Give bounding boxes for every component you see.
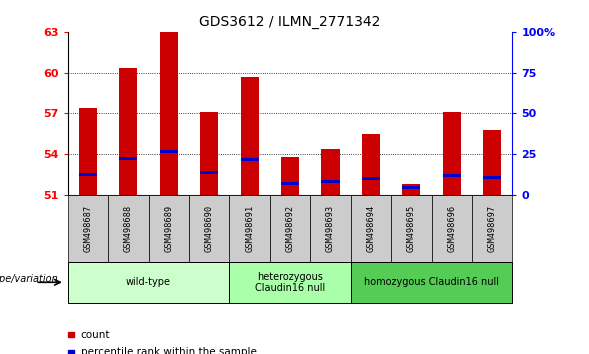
Bar bbox=[483, 130, 501, 195]
Bar bbox=[322, 149, 340, 195]
Bar bbox=[362, 177, 380, 180]
Bar bbox=[281, 157, 299, 195]
Text: wild-type: wild-type bbox=[126, 277, 171, 287]
Text: GSM498697: GSM498697 bbox=[488, 205, 497, 252]
Bar bbox=[200, 112, 219, 195]
Bar bbox=[443, 112, 461, 195]
Text: homozygous Claudin16 null: homozygous Claudin16 null bbox=[364, 277, 499, 287]
Text: GSM498687: GSM498687 bbox=[84, 205, 92, 252]
Text: GSM498696: GSM498696 bbox=[447, 205, 456, 252]
Bar bbox=[160, 150, 178, 153]
Text: count: count bbox=[81, 330, 110, 339]
Text: GSM498693: GSM498693 bbox=[326, 205, 335, 252]
Bar bbox=[322, 179, 340, 183]
Bar bbox=[200, 171, 219, 175]
Bar bbox=[160, 32, 178, 195]
Bar bbox=[402, 187, 421, 189]
Text: GSM498690: GSM498690 bbox=[205, 205, 214, 252]
Bar bbox=[483, 176, 501, 178]
Bar bbox=[240, 77, 259, 195]
Text: percentile rank within the sample: percentile rank within the sample bbox=[81, 347, 257, 354]
Bar bbox=[240, 158, 259, 161]
Text: GSM498695: GSM498695 bbox=[407, 205, 416, 252]
Title: GDS3612 / ILMN_2771342: GDS3612 / ILMN_2771342 bbox=[200, 16, 380, 29]
Text: GSM498691: GSM498691 bbox=[245, 205, 254, 252]
Text: GSM498694: GSM498694 bbox=[366, 205, 375, 252]
Bar bbox=[362, 134, 380, 195]
Bar bbox=[402, 184, 421, 195]
Text: heterozygous
Claudin16 null: heterozygous Claudin16 null bbox=[255, 272, 325, 293]
Bar bbox=[79, 108, 97, 195]
Text: GSM498692: GSM498692 bbox=[286, 205, 294, 252]
Bar bbox=[79, 173, 97, 176]
Bar bbox=[120, 69, 137, 195]
Text: GSM498689: GSM498689 bbox=[164, 205, 173, 252]
Text: GSM498688: GSM498688 bbox=[124, 205, 133, 252]
Bar bbox=[120, 156, 137, 160]
Bar bbox=[443, 174, 461, 177]
Bar bbox=[281, 182, 299, 185]
Text: genotype/variation: genotype/variation bbox=[0, 274, 59, 284]
